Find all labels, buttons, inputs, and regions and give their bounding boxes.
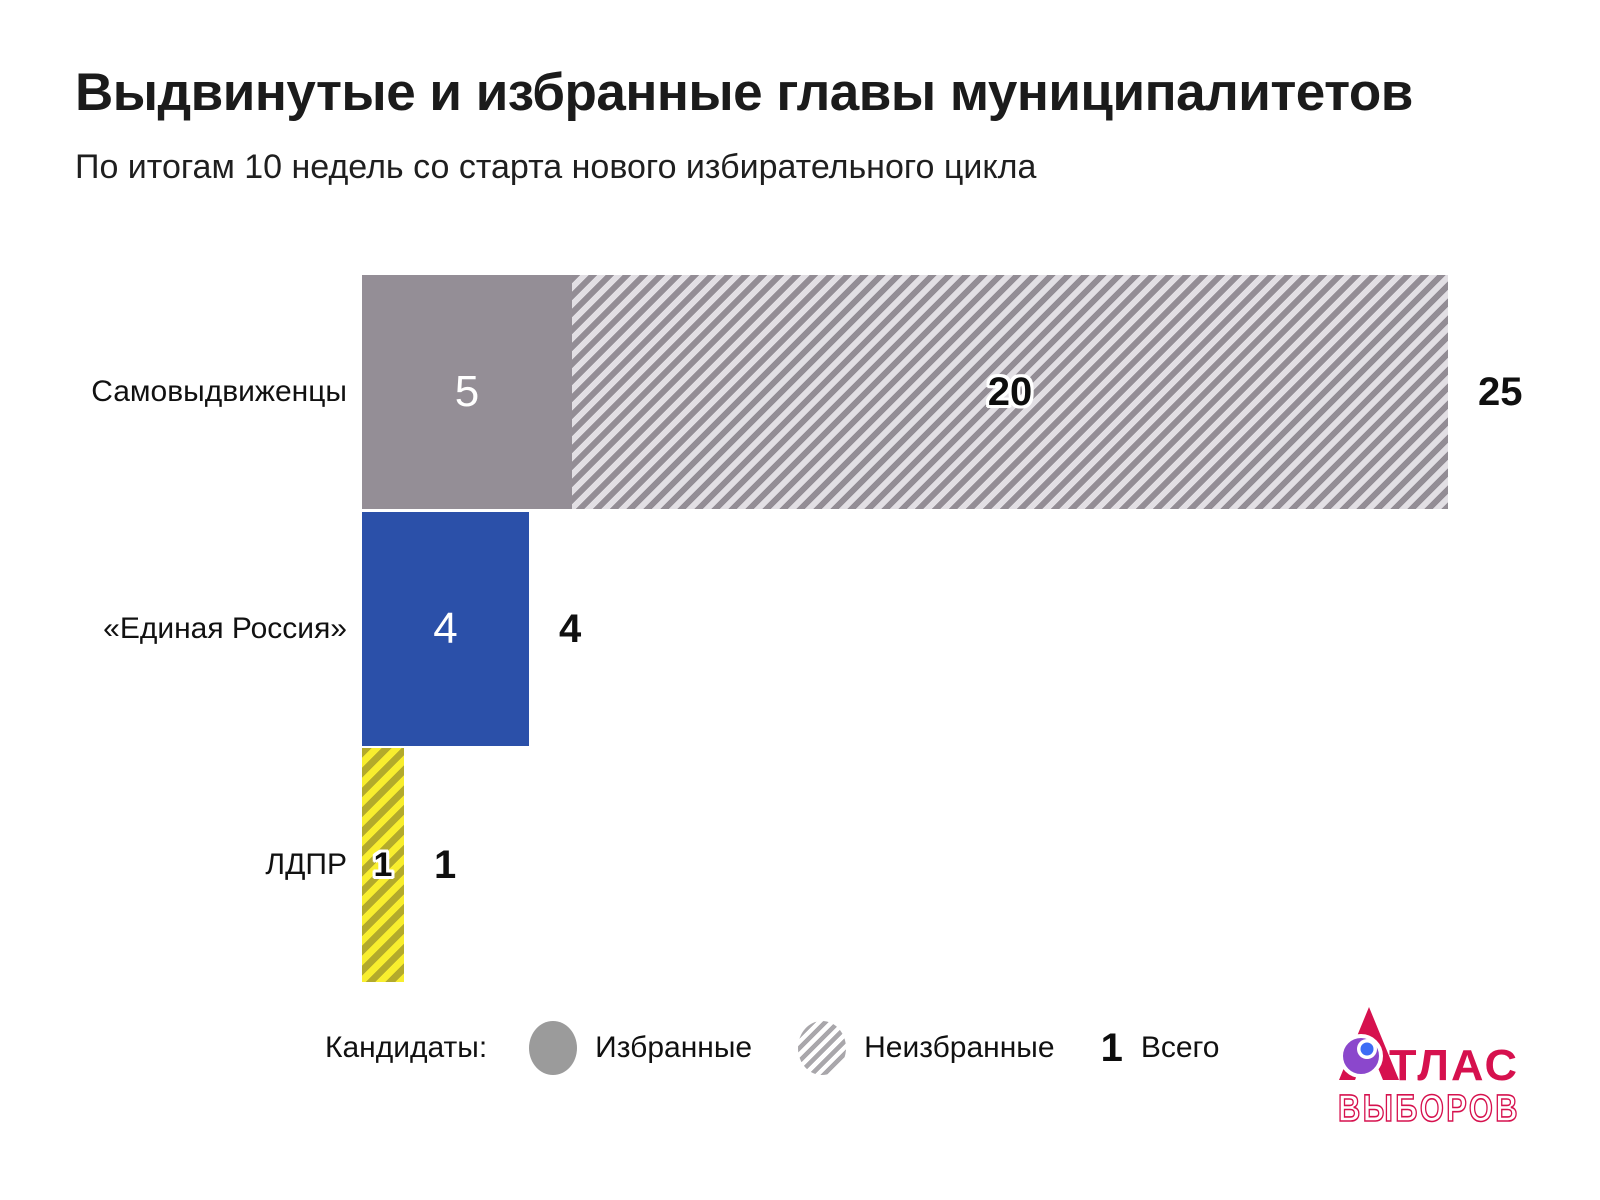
page-title: Выдвинутые и избранные главы муниципалит… (75, 63, 1413, 122)
category-label-edinaya-rossiya: «Единая Россия» (103, 612, 347, 645)
category-label-samovydvizhentsy: Самовыдвиженцы (91, 375, 347, 408)
bar-value-unelected: 1 (373, 845, 393, 884)
legend-elected-label: Избранные (595, 1031, 753, 1064)
bar-row-edinaya-rossiya: 4 4 (362, 512, 581, 746)
total-value: 1 (434, 842, 457, 887)
bar-row-ldpr: 1 1 (362, 748, 456, 982)
total-value: 25 (1478, 369, 1523, 414)
page-subtitle: По итогам 10 недель со старта нового изб… (75, 148, 1037, 186)
legend-unelected-swatch (798, 1021, 847, 1075)
bar-value-elected: 4 (433, 604, 458, 653)
bar-segment-elected: 5 (362, 275, 572, 509)
bar-segment-unelected: 20 (572, 275, 1448, 509)
bar-row-samovydvizhentsy: 5 20 25 (362, 275, 1523, 509)
legend-elected-swatch (529, 1021, 578, 1075)
legend: Кандидаты: Избранные Неизбранные 1 Всего (325, 1019, 1219, 1077)
bar-value-elected: 5 (454, 367, 480, 416)
legend-title: Кандидаты: (325, 1031, 488, 1064)
total-value: 4 (559, 606, 582, 651)
bar-segment-elected: 4 (362, 512, 529, 746)
logo-text-vyborov: ВЫБОРОВ (1338, 1088, 1520, 1130)
atlas-vyborov-logo: ТЛАС ВЫБОРОВ (1335, 1001, 1530, 1136)
category-label-ldpr: ЛДПР (265, 848, 347, 881)
bar-segment-unelected: 1 (362, 748, 404, 982)
logo-text-atlas: ТЛАС (1389, 1041, 1519, 1090)
legend-total-symbol: 1 (1100, 1025, 1123, 1070)
atlas-logo-icon: ТЛАС ВЫБОРОВ (1337, 1007, 1520, 1131)
legend-unelected-label: Неизбранные (864, 1031, 1055, 1064)
bar-value-unelected: 20 (987, 369, 1033, 414)
legend-total-label: Всего (1140, 1031, 1220, 1064)
